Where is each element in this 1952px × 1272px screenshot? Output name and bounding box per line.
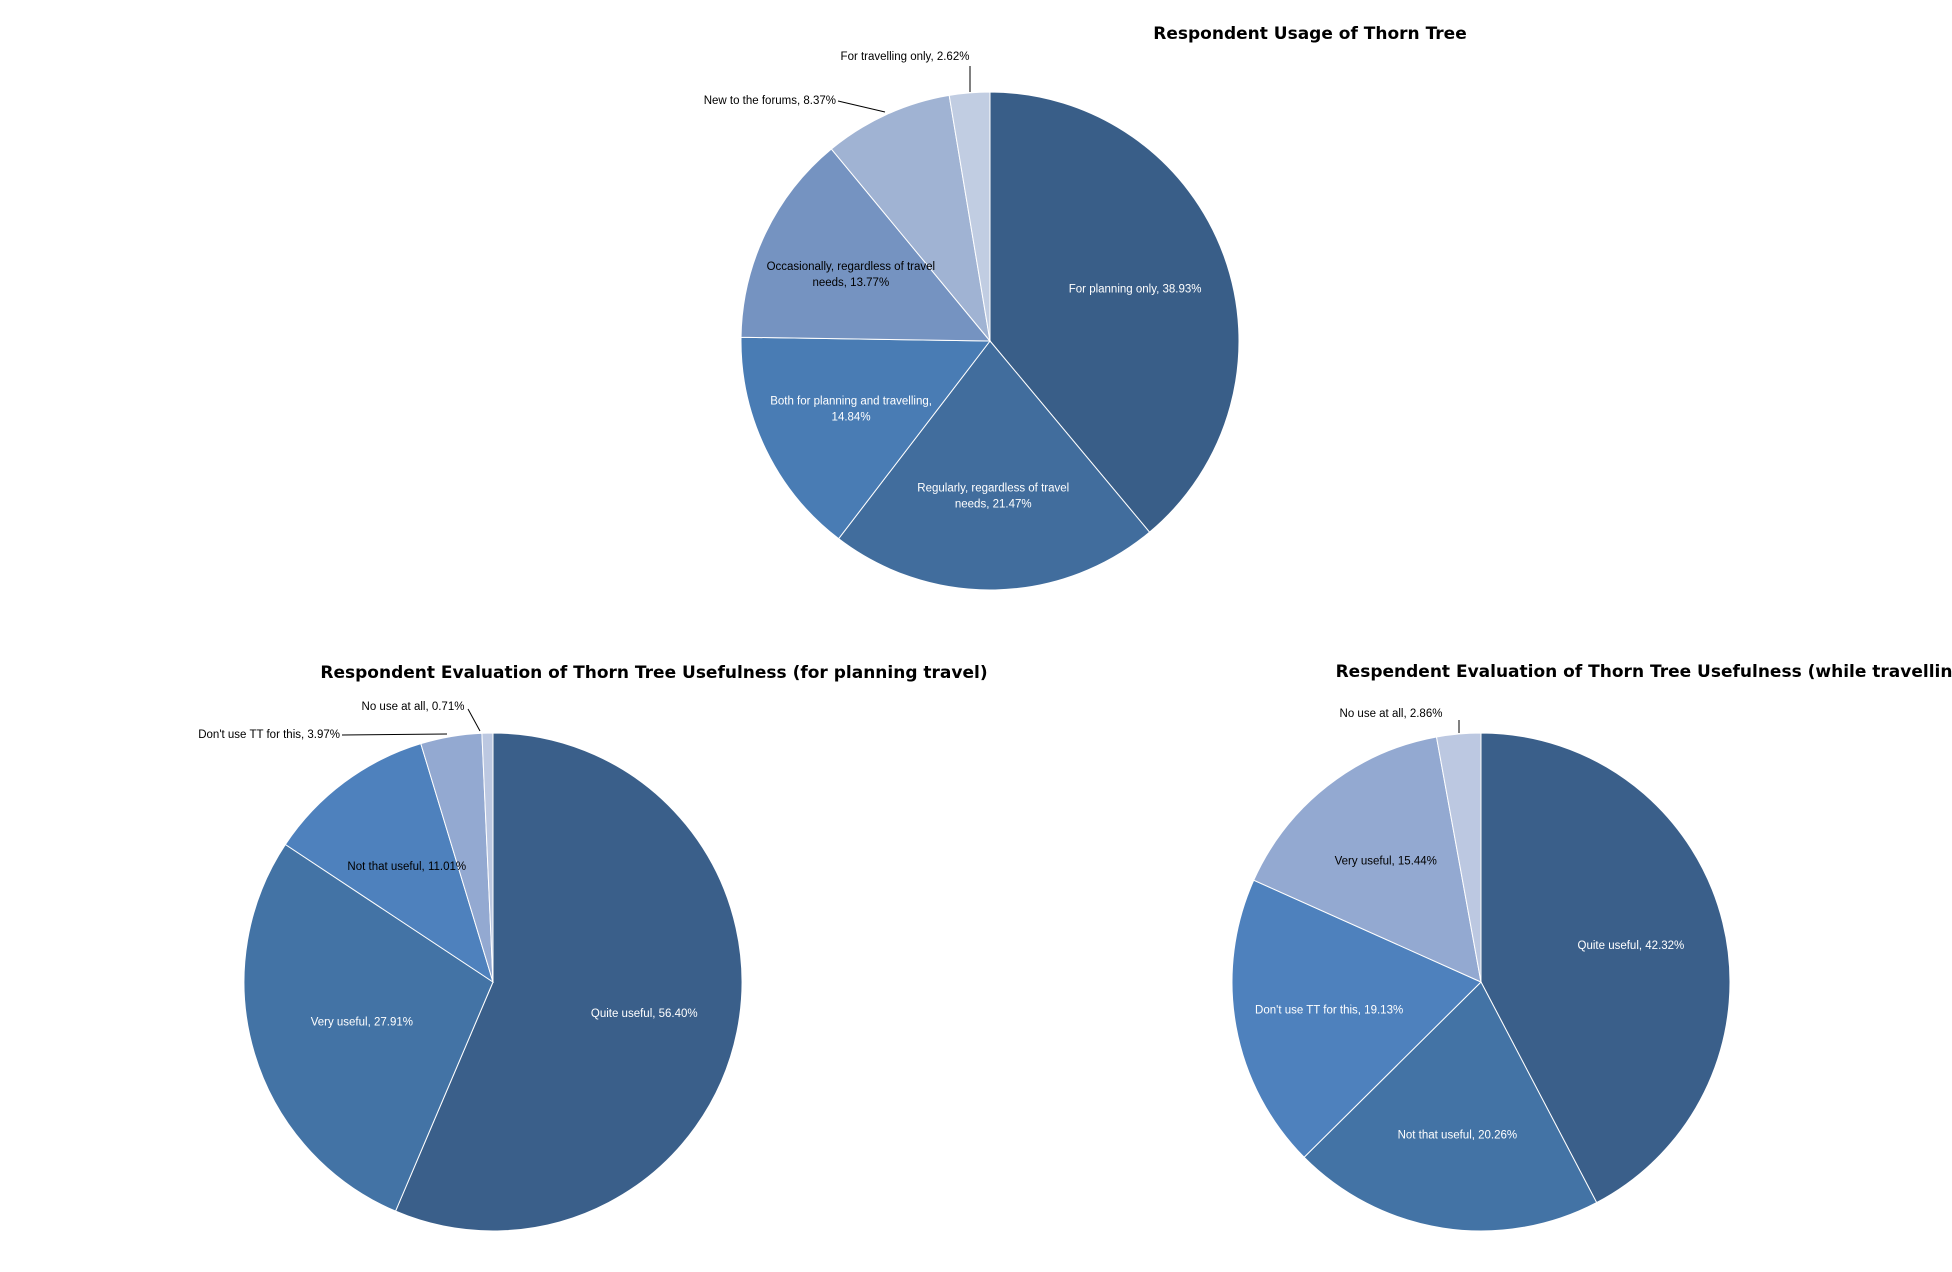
leader-line — [467, 708, 481, 732]
pie-travelling-plot: Quite useful, 42.32% Not that useful, 20.… — [1231, 708, 1731, 1232]
pie-slice-occasionally-regardless-of-travel-needs[interactable] — [740, 148, 992, 342]
pie-slice-very-useful[interactable] — [243, 843, 494, 1212]
leader-line — [341, 733, 448, 736]
slice-label-quite-useful: Quite useful, 56.40% — [591, 1008, 698, 1020]
pie-slice-quite-useful[interactable] — [1480, 732, 1731, 1204]
slice-label-not-that-useful: Not that useful, 11.01% — [347, 861, 466, 873]
pie-chart-planning: Respondent Evaluation of Thorn Tree Usef… — [198, 663, 988, 1232]
pie-slice-for-planning-only[interactable] — [989, 91, 1240, 533]
slice-label-no-use-at-all: No use at all, 2.86% — [1340, 708, 1443, 720]
leader-line — [837, 100, 886, 113]
slice-label-very-useful: Very useful, 15.44% — [1335, 855, 1437, 867]
slice-label-quite-useful: Quite useful, 42.32% — [1578, 940, 1685, 952]
slice-label-new-to-the-forums: New to the forums, 8.37% — [704, 95, 836, 107]
pie-slice-not-that-useful[interactable] — [1303, 981, 1598, 1232]
pie-slice-both-for-planning-and-travelling[interactable] — [740, 336, 992, 540]
slice-label-not-that-useful: Not that useful, 20.26% — [1398, 1130, 1518, 1142]
chart-title-travelling: Respendent Evaluation of Thorn Tree Usef… — [1336, 662, 1952, 682]
pie-slice-regularly-regardless-of-travel-needs[interactable] — [837, 340, 1151, 591]
chart-title-usage: Respondent Usage of Thorn Tree — [1153, 24, 1467, 44]
slice-label-for-planning-only: For planning only, 38.93% — [1069, 283, 1202, 295]
pie-planning-plot: Quite useful, 56.40% Very useful, 27.91% N… — [198, 701, 743, 1232]
pie-slice-quite-useful[interactable] — [394, 732, 743, 1232]
pie-slice-very-useful[interactable] — [1253, 736, 1482, 983]
slice-label-occasionally-regardless-of-travel-needs: Occasionally, regardless of travel needs,… — [767, 261, 936, 289]
pie-slice-not-that-useful[interactable] — [284, 743, 494, 984]
pie-slice-no-use-at-all[interactable] — [481, 732, 494, 983]
pie-usage-plot: For planning only, 38.93% Regularly, rega… — [704, 51, 1240, 591]
pie-chart-usage: Respondent Usage of Thorn Tree For plann… — [704, 24, 1467, 591]
slice-label-for-travelling-only: For travelling only, 2.62% — [841, 51, 970, 63]
pie-slice-don-t-use-tt-for-this[interactable] — [1231, 879, 1482, 1158]
slice-label-don-t-use-tt-for-this: Don't use TT for this, 19.13% — [1255, 1005, 1403, 1017]
pie-slice-new-to-the-forums[interactable] — [830, 94, 991, 343]
chart-title-planning: Respondent Evaluation of Thorn Tree Usef… — [320, 663, 987, 683]
slice-label-no-use-at-all: No use at all, 0.71% — [362, 701, 465, 713]
pie-slice-no-use-at-all[interactable] — [1435, 732, 1482, 983]
pie-slice-for-travelling-only[interactable] — [948, 91, 991, 342]
slice-labels: Quite useful, 42.32% Not that useful, 20.… — [1255, 708, 1684, 1142]
slice-label-very-useful: Very useful, 27.91% — [311, 1016, 413, 1028]
slice-label-don-t-use-tt-for-this: Don't use TT for this, 3.97% — [198, 729, 340, 741]
slice-label-regularly-regardless-of-travel-needs: Regularly, regardless of travel needs, 21… — [917, 482, 1069, 510]
pie-chart-travelling: Respendent Evaluation of Thorn Tree Usef… — [1231, 662, 1952, 1232]
slice-labels: Quite useful, 56.40% Very useful, 27.91% N… — [198, 701, 697, 1028]
slice-labels: For planning only, 38.93% Regularly, rega… — [704, 51, 1202, 510]
slice-label-both-for-planning-and-travelling: Both for planning and travelling, 14.84% — [770, 395, 932, 423]
